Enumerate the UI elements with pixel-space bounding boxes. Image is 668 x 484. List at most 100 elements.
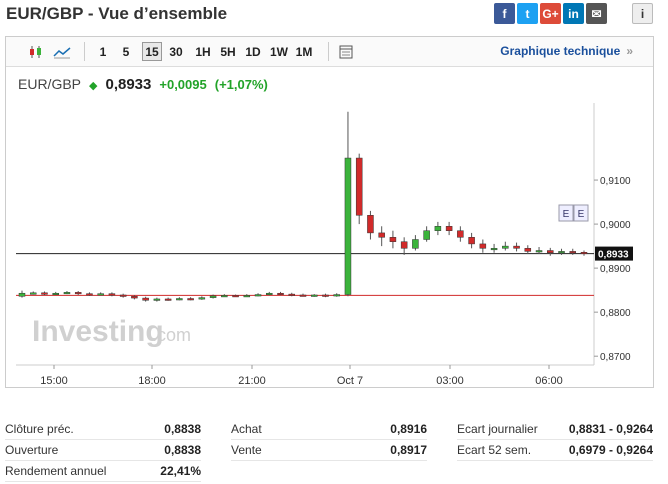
x-tick-label: 06:00 [535,375,563,387]
stat-value: 0,6979 - 0,9264 [568,443,653,457]
window-icon[interactable] [336,42,356,61]
stat-label: Ecart journalier [457,422,538,436]
candle-body [367,215,374,234]
candle-body [52,292,59,295]
stats-col-2: Achat 0,8916 Vente 0,8917 [231,419,427,461]
stat-value: 0,8917 [390,443,427,457]
timeframe-1m[interactable]: 1M [295,44,313,59]
last-price-tag-label: 0,8933 [598,250,629,261]
candle-body [41,292,48,295]
candle-body [524,248,532,252]
y-tick-label: 0,8800 [600,308,631,319]
candle-body [209,295,217,298]
candle-body [29,292,37,295]
x-tick-label: 03:00 [436,375,464,387]
candle-body [18,292,26,297]
stat-row: Ecart journalier 0,8831 - 0,9264 [457,419,653,440]
timeframe-15[interactable]: 15 [142,42,162,61]
candle-body [108,293,116,296]
facebook-icon[interactable]: f [494,3,515,24]
price-change: +0,0095 [159,77,207,92]
chevron-right-icon: » [626,44,633,58]
timeframe-5h[interactable]: 5H [220,44,236,59]
info-icon[interactable]: i [632,3,653,24]
candle-body [423,230,430,240]
area-chart-icon[interactable] [52,42,72,61]
timeframe-1d[interactable]: 1D [245,44,261,59]
timeframe-1h[interactable]: 1H [195,44,211,59]
twitter-icon[interactable]: t [517,3,538,24]
stat-value: 22,41% [160,464,201,478]
up-arrow-icon: ◆ [89,80,98,92]
stat-row: Rendement annuel 22,41% [5,461,201,482]
candle-body [142,297,149,301]
stat-value: 0,8916 [390,422,427,436]
candle-body [310,294,318,297]
stat-row: Ecart 52 sem. 0,6979 - 0,9264 [457,440,653,461]
candle-body [355,157,363,216]
candle-body [322,294,329,297]
google-plus-icon[interactable]: G+ [540,3,561,24]
candle-body [468,237,475,245]
candle-body [569,251,577,254]
candle-body [333,294,340,297]
candle-body [187,298,194,301]
candle-body [513,245,520,249]
last-price-tag [595,246,633,261]
price-chart[interactable]: 0,9100 0,9000 0,8900 0,8800 0,8700 15:00 18:00… [6,99,653,389]
technical-chart-label: Graphique technique [500,44,621,58]
chart-toolbar: Graphique technique » 1 5 15 30 1H 5H 1D 1W 1M [6,37,653,67]
stat-label: Vente [231,443,262,457]
candle-body [86,293,93,296]
y-tick-label: 0,9100 [600,176,631,187]
candle-body [479,243,487,249]
timeframe-5[interactable]: 5 [122,44,130,59]
stat-label: Clôture préc. [5,422,74,436]
event-marker [573,204,589,222]
chart-panel: Graphique technique » 1 5 15 30 1H 5H 1D 1W 1M EU… [5,36,654,388]
candle-body [63,292,71,295]
stat-value: 0,8831 - 0,9264 [568,422,653,436]
y-tick-label: 0,9000 [600,220,631,231]
x-tick-label: 21:00 [238,375,266,387]
candle-body [153,298,161,301]
candle-body [378,232,385,238]
email-icon[interactable]: ✉ [586,3,607,24]
stat-value: 0,8838 [164,443,201,457]
candle-body [412,239,419,249]
candlestick-icon[interactable] [26,42,46,61]
candle-body [558,251,565,254]
candle-body [74,292,82,295]
stat-row: Vente 0,8917 [231,440,427,461]
stat-row: Ouverture 0,8838 [5,440,201,461]
candle-body [344,157,352,295]
candle-body [266,292,273,295]
y-tick-label: 0,8700 [600,352,631,363]
candle-body [457,230,464,238]
timeframe-1[interactable]: 1 [99,44,107,59]
candle-body [198,297,206,300]
stat-value: 0,8838 [164,422,201,436]
stats-col-1: Clôture préc. 0,8838 Ouverture 0,8838 Rendem… [5,419,201,482]
candle-body [445,226,453,231]
timeframe-1w[interactable]: 1W [270,44,288,59]
timeframe-30[interactable]: 30 [169,44,183,59]
stat-row: Clôture préc. 0,8838 [5,419,201,440]
toolbar-divider [84,42,85,61]
candle-body [502,245,509,249]
page-title: EUR/GBP - Vue d’ensemble [6,4,228,23]
price-change-percent: (+1,07%) [214,77,268,92]
candle-body [119,294,127,297]
candle-body [434,226,442,231]
instrument-name: EUR/GBP [18,76,82,92]
linkedin-icon[interactable]: in [563,3,584,24]
candle-body [254,294,262,297]
stat-label: Achat [231,422,262,436]
candle-body [580,252,588,255]
candle-body [535,250,543,253]
investing-logo-suffix: .com [152,325,191,345]
event-marker-label: E [578,209,585,220]
x-tick-label: Oct 7 [337,375,363,387]
technical-chart-link[interactable]: Graphique technique » [500,44,633,58]
event-marker-label: E [563,209,570,220]
